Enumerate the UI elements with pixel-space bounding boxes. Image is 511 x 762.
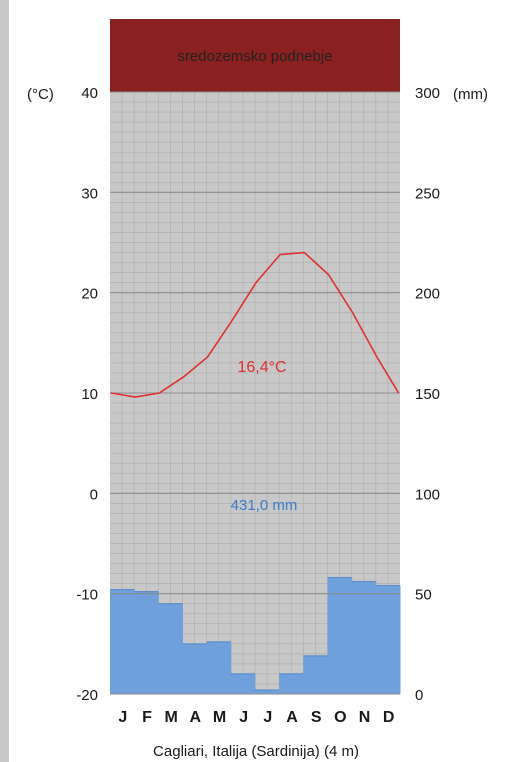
- station-caption: Cagliari, Italija (Sardinija) (4 m): [153, 743, 359, 760]
- left-tick-label: 10: [81, 386, 98, 403]
- month-label: J: [263, 709, 272, 726]
- month-label: F: [142, 709, 152, 726]
- precipitation-bar-F: [134, 591, 159, 694]
- month-label: S: [311, 709, 322, 726]
- month-label: A: [190, 709, 202, 726]
- title-band: [110, 19, 400, 92]
- annual-mean-temperature-label: 16,4°C: [237, 359, 286, 376]
- left-tick-label: 30: [81, 185, 98, 202]
- left-border-strip: [0, 0, 9, 762]
- temperature-line: [110, 251, 400, 398]
- right-tick-label: 0: [415, 687, 423, 704]
- left-tick-label: 40: [81, 85, 98, 102]
- right-axis-ticks: 300 250 200 150 100 50 0: [415, 85, 440, 704]
- precipitation-bars: [110, 577, 401, 694]
- month-label: J: [118, 709, 127, 726]
- right-tick-label: 100: [415, 486, 440, 503]
- left-axis-unit: (°C): [27, 86, 54, 103]
- right-tick-label: 200: [415, 286, 440, 303]
- left-tick-label: -20: [76, 687, 98, 704]
- left-tick-label: -10: [76, 587, 98, 604]
- precipitation-bar-M: [158, 603, 183, 694]
- precipitation-bar-D: [375, 585, 401, 694]
- grid-major: [110, 91, 400, 695]
- month-label: M: [213, 709, 227, 726]
- precipitation-bar-A: [182, 643, 208, 694]
- month-label: A: [286, 709, 298, 726]
- precipitation-bar-J: [255, 689, 280, 694]
- right-tick-label: 300: [415, 85, 440, 102]
- right-axis-unit: (mm): [453, 86, 488, 103]
- month-label: M: [165, 709, 179, 726]
- right-tick-label: 150: [415, 386, 440, 403]
- precipitation-bar-M: [206, 641, 232, 694]
- month-label: N: [359, 709, 371, 726]
- precipitation-bar-A: [279, 673, 304, 694]
- chart-title: sredozemsko podnebje: [177, 48, 332, 65]
- precipitation-bar-N: [351, 581, 377, 694]
- right-tick-label: 50: [415, 587, 432, 604]
- precipitation-bar-J: [110, 589, 135, 694]
- right-tick-label: 250: [415, 185, 440, 202]
- left-axis-ticks: 40 30 20 10 0 -10 -20: [76, 85, 98, 704]
- annual-precipitation-label: 431,0 mm: [231, 497, 298, 514]
- month-label: D: [383, 709, 395, 726]
- left-tick-label: 20: [81, 286, 98, 303]
- left-tick-label: 0: [90, 486, 98, 503]
- month-label: O: [334, 709, 347, 726]
- precipitation-bar-S: [303, 655, 328, 694]
- month-label: J: [239, 709, 248, 726]
- precipitation-bar-O: [327, 577, 353, 694]
- precipitation-bar-J: [230, 673, 256, 694]
